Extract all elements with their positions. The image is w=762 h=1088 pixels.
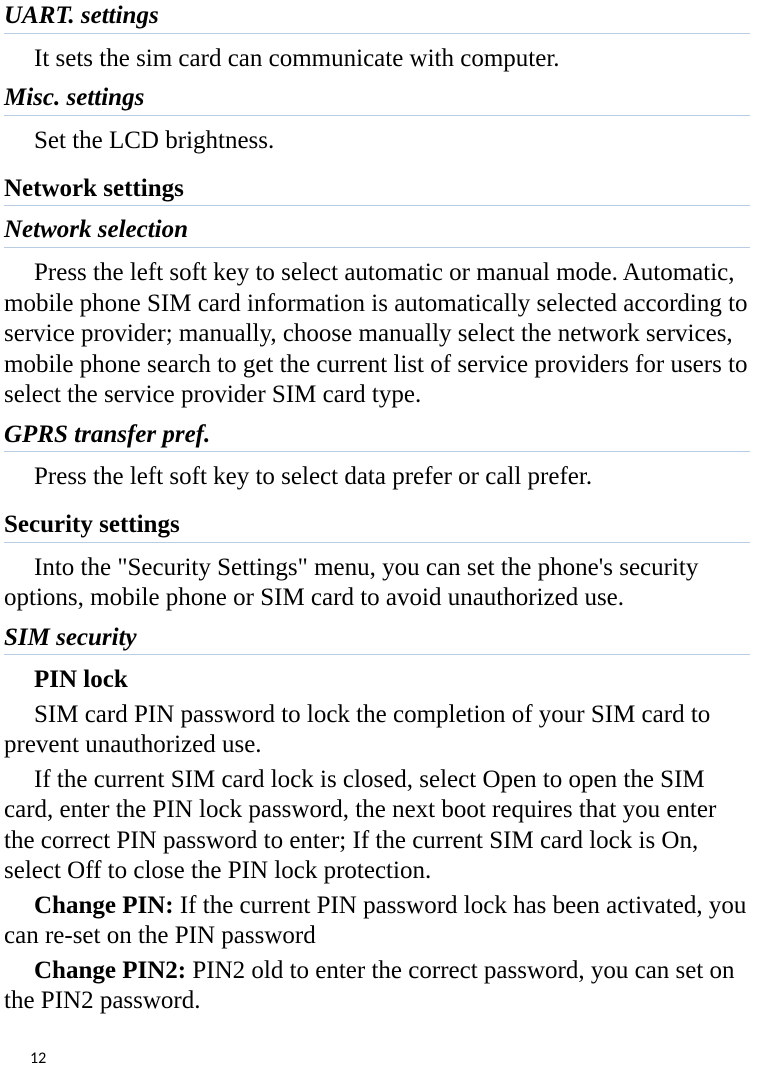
paragraph-pin-lock-body1: SIM card PIN password to lock the comple…: [4, 700, 750, 761]
paragraph-change-pin: Change PIN: If the current PIN password …: [4, 891, 750, 952]
heading-security-settings: Security settings: [4, 511, 750, 543]
paragraph-gprs-body: Press the left soft key to select data p…: [4, 462, 750, 493]
heading-misc-settings: Misc. settings: [4, 84, 750, 116]
label-pin-lock: PIN lock: [4, 665, 750, 696]
heading-network-selection: Network selection: [4, 216, 750, 248]
heading-uart-settings: UART. settings: [4, 2, 750, 34]
page-number: 12: [30, 1049, 46, 1068]
paragraph-network-selection-body: Press the left soft key to select automa…: [4, 258, 750, 411]
label-change-pin: Change PIN:: [34, 892, 174, 919]
paragraph-misc-body: Set the LCD brightness.: [4, 126, 750, 157]
document-page: UART. settings It sets the sim card can …: [0, 2, 762, 1088]
paragraph-uart-body: It sets the sim card can communicate wit…: [4, 44, 750, 75]
label-pin-lock-text: PIN lock: [34, 666, 128, 693]
heading-gprs-transfer-pref: GPRS transfer pref.: [4, 421, 750, 453]
paragraph-change-pin2: Change PIN2: PIN2 old to enter the corre…: [4, 956, 750, 1017]
label-change-pin2: Change PIN2:: [34, 957, 186, 984]
heading-sim-security: SIM security: [4, 624, 750, 656]
paragraph-pin-lock-body2: If the current SIM card lock is closed, …: [4, 765, 750, 887]
heading-network-settings: Network settings: [4, 175, 750, 207]
paragraph-security-settings-body: Into the "Security Settings" menu, you c…: [4, 553, 750, 614]
